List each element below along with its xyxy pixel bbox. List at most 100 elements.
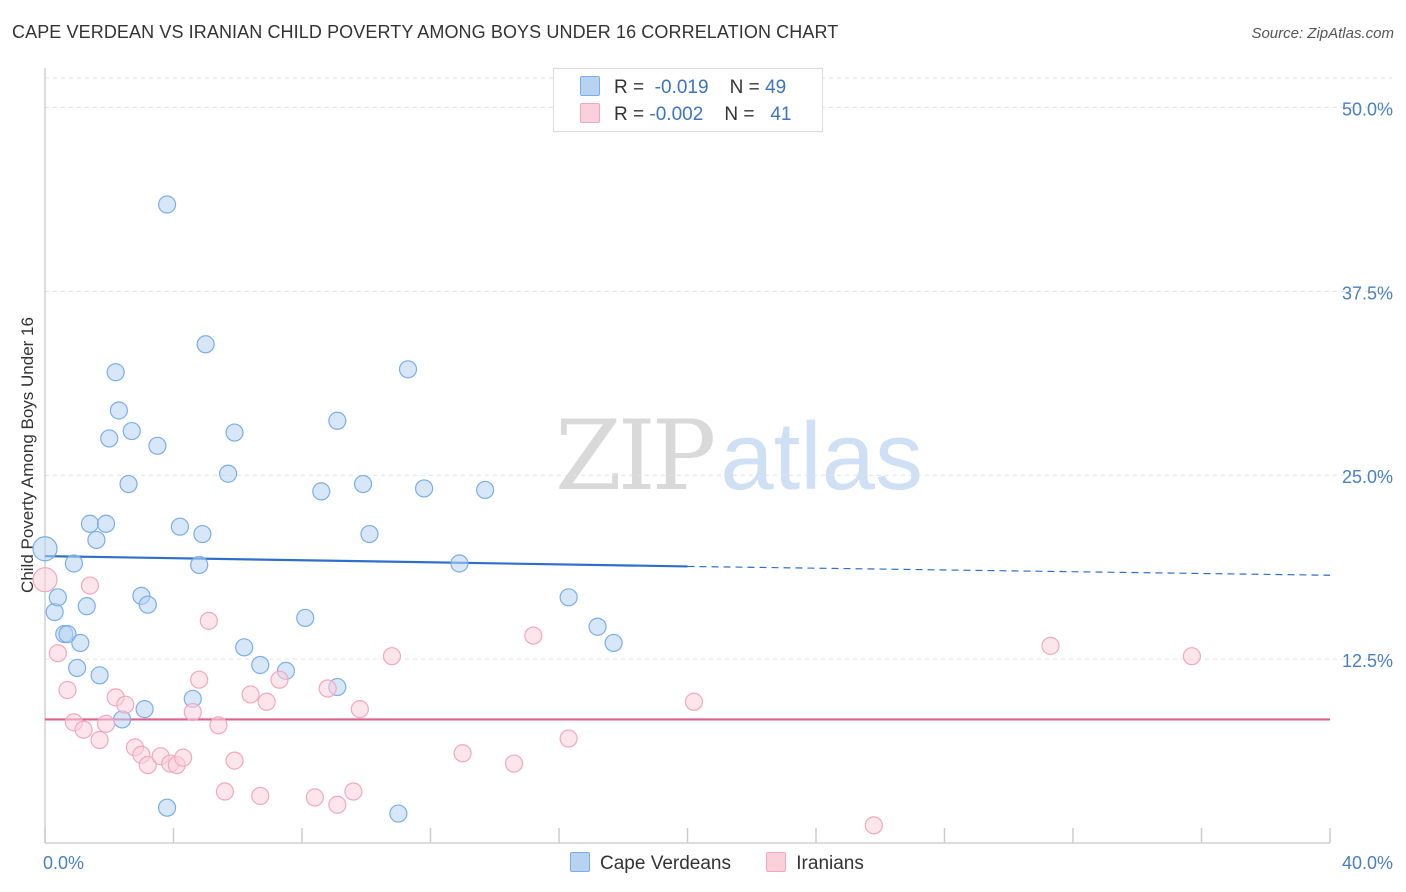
grid-lines (45, 77, 1392, 660)
cape-verdean-point (48, 588, 67, 607)
iranian-point (209, 716, 228, 735)
cape-verdean-point (119, 474, 138, 494)
legend-r-value: -0.002 (649, 104, 704, 125)
cape-verdean-point (77, 597, 96, 616)
series-swatch-iranians (766, 852, 787, 872)
iranian-point (504, 754, 524, 773)
iranian-point (116, 695, 135, 714)
cape-verdean-point (109, 401, 128, 420)
iranian-point (96, 714, 116, 733)
iranian-point (524, 626, 543, 645)
y-tick-label: 25.0% (1342, 467, 1393, 487)
cape-verdean-point (225, 423, 244, 442)
legend-r-label: R = (614, 104, 645, 125)
cape-verdean-point (414, 479, 434, 498)
legend-row-cape-verdeans: R = -0.019 N = 49 (580, 76, 786, 100)
source-label: Source: ZipAtlas.com (1251, 25, 1394, 42)
iranian-point (174, 748, 193, 767)
cape-verdean-point (87, 530, 106, 550)
iranian-point (684, 692, 704, 711)
iranian-point (559, 729, 578, 748)
cape-verdean-point (604, 633, 623, 653)
iranian-point (80, 576, 100, 595)
axes (44, 68, 1331, 844)
cape-verdean-point (32, 536, 58, 562)
iranian-point (318, 679, 337, 698)
iranian-point (350, 700, 369, 719)
correlation-legend: R = -0.019 N = 49 R = -0.002 N = 41 (553, 68, 823, 132)
cape-verdean-point (135, 700, 154, 719)
cape-verdean-point (328, 411, 347, 430)
cape-verdean-point (196, 335, 215, 354)
cape-verdean-point (100, 429, 119, 448)
legend-n-value: 49 (765, 77, 787, 98)
iranian-point (241, 685, 260, 704)
cape-verdean-point (64, 554, 84, 573)
x-tick-label: 40.0% (1342, 853, 1393, 873)
cape-verdean-point (251, 655, 270, 675)
iranian-point (305, 788, 324, 807)
y-tick-label: 12.5% (1342, 651, 1393, 671)
iranian-point (74, 720, 93, 739)
data-points (32, 195, 1201, 835)
x-tick-label: 0.0% (43, 853, 84, 873)
legend-n-label: N = (724, 104, 755, 125)
cape-verdean-point (296, 608, 315, 628)
iranian-point (453, 744, 472, 763)
series-legend: Cape Verdeans Iranians (570, 852, 894, 875)
iranian-point (215, 782, 234, 801)
iranian-point (328, 795, 347, 814)
cape-verdean-point (148, 436, 167, 455)
watermark: ZIPatlas (555, 400, 923, 512)
cape-verdean-point (235, 638, 254, 657)
trend-lines (44, 555, 1331, 721)
legend-n-label: N = (729, 77, 760, 98)
iranian-point (199, 611, 218, 630)
legend-n-value: 41 (770, 104, 792, 125)
cape-verdean-point (157, 195, 177, 214)
cape-verdean-point (157, 798, 177, 817)
iranian-point (1041, 636, 1060, 655)
cape-verdean-point (68, 658, 87, 678)
iranian-point (382, 647, 402, 666)
legend-swatch-cape-verdeans (580, 76, 600, 96)
cape-verdean-point (353, 474, 373, 494)
tick-labels: 12.5% 25.0% 37.5% 50.0% 0.0% 40.0% (43, 99, 1393, 873)
iranian-point (138, 755, 157, 775)
cape-verdean-point (360, 524, 379, 544)
cape-verdean-point (219, 464, 238, 483)
cape-verdean-trend-line (44, 555, 688, 568)
cape-verdean-trend-extension (687, 565, 1331, 576)
series-label: Cape Verdeans (600, 853, 731, 874)
series-legend-iranians: Iranians (766, 852, 864, 875)
cape-verdean-point (312, 482, 331, 501)
legend-r-value: -0.019 (654, 77, 709, 98)
watermark-atlas: atlas (720, 403, 923, 510)
legend-r-label: R = (614, 77, 645, 98)
iranian-point (190, 670, 209, 689)
y-tick-label: 37.5% (1342, 283, 1393, 303)
cape-verdean-point (398, 360, 418, 379)
iranian-point (48, 644, 67, 663)
iranian-point (251, 786, 270, 806)
series-legend-cape-verdeans: Cape Verdeans (570, 852, 731, 875)
iranian-point (183, 702, 202, 722)
cape-verdean-point (106, 363, 125, 382)
iranian-point (864, 816, 883, 835)
watermark-zip: ZIP (555, 400, 716, 512)
cape-verdean-point (96, 514, 116, 533)
series-swatch-cape-verdeans (570, 852, 590, 872)
iranian-point (257, 692, 276, 711)
y-tick-label: 50.0% (1342, 99, 1393, 119)
cape-verdean-point (122, 421, 141, 441)
cape-verdean-point (90, 666, 109, 685)
iranian-point (58, 680, 77, 700)
cape-verdean-point (45, 602, 64, 622)
iranian-point (90, 730, 109, 750)
iranian-point (1182, 647, 1201, 666)
cape-verdean-point (588, 617, 607, 636)
cape-verdean-point (58, 624, 77, 644)
cape-verdean-point (450, 554, 469, 573)
legend-swatch-iranians (580, 103, 600, 123)
